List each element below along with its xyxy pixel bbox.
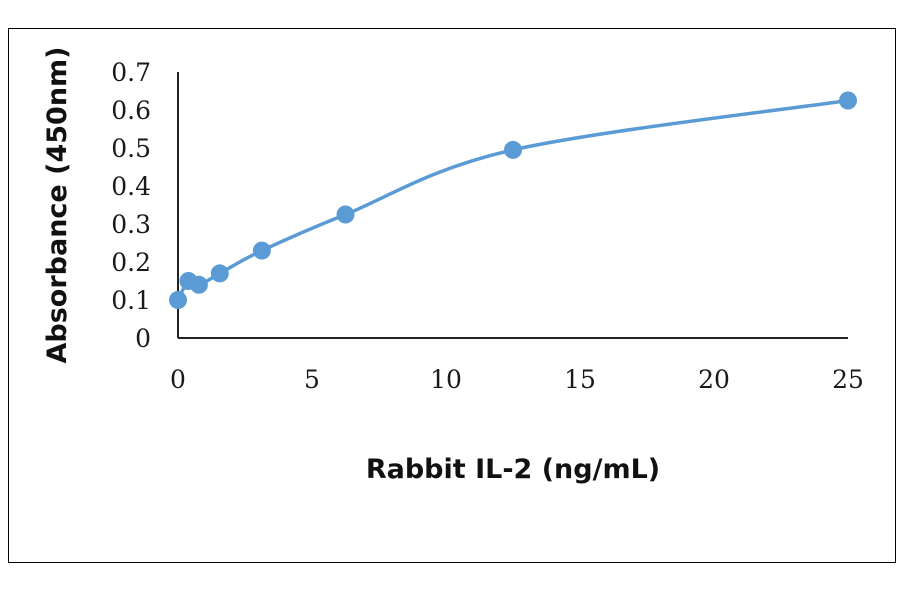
data-point (336, 205, 355, 224)
series-line (176, 98, 849, 301)
y-tick-label: 0 (135, 324, 151, 353)
axes (177, 72, 848, 339)
data-point (839, 91, 857, 110)
chart-frame (8, 28, 896, 563)
x-tick-label: 0 (170, 365, 186, 394)
data-point (252, 241, 271, 260)
x-tick-label: 10 (430, 365, 462, 394)
y-tick-label: 0.3 (111, 210, 151, 239)
y-tick-label: 0.7 (111, 58, 151, 87)
x-tick-labels: 0 5 10 15 20 25 (170, 365, 864, 394)
y-tick-label: 0.5 (111, 134, 151, 163)
data-point (210, 264, 229, 283)
x-tick-label: 15 (564, 365, 596, 394)
x-axis-title: Rabbit IL-2 (ng/mL) (366, 454, 660, 485)
y-axis-title: Absorbance (450nm) (42, 46, 73, 363)
x-tick-label: 5 (304, 365, 320, 394)
x-tick-label: 25 (832, 365, 864, 394)
x-tick-label: 20 (698, 365, 730, 394)
data-point (504, 140, 522, 159)
y-tick-label: 0.2 (111, 248, 151, 277)
y-tick-label: 0.1 (111, 286, 151, 315)
data-point (169, 291, 187, 309)
y-tick-label: 0.6 (111, 96, 151, 125)
y-tick-label: 0.4 (111, 172, 151, 201)
y-tick-labels: 0 0.1 0.2 0.3 0.4 0.5 0.6 0.7 (111, 58, 151, 353)
data-point (189, 275, 208, 294)
data-points (169, 91, 857, 309)
